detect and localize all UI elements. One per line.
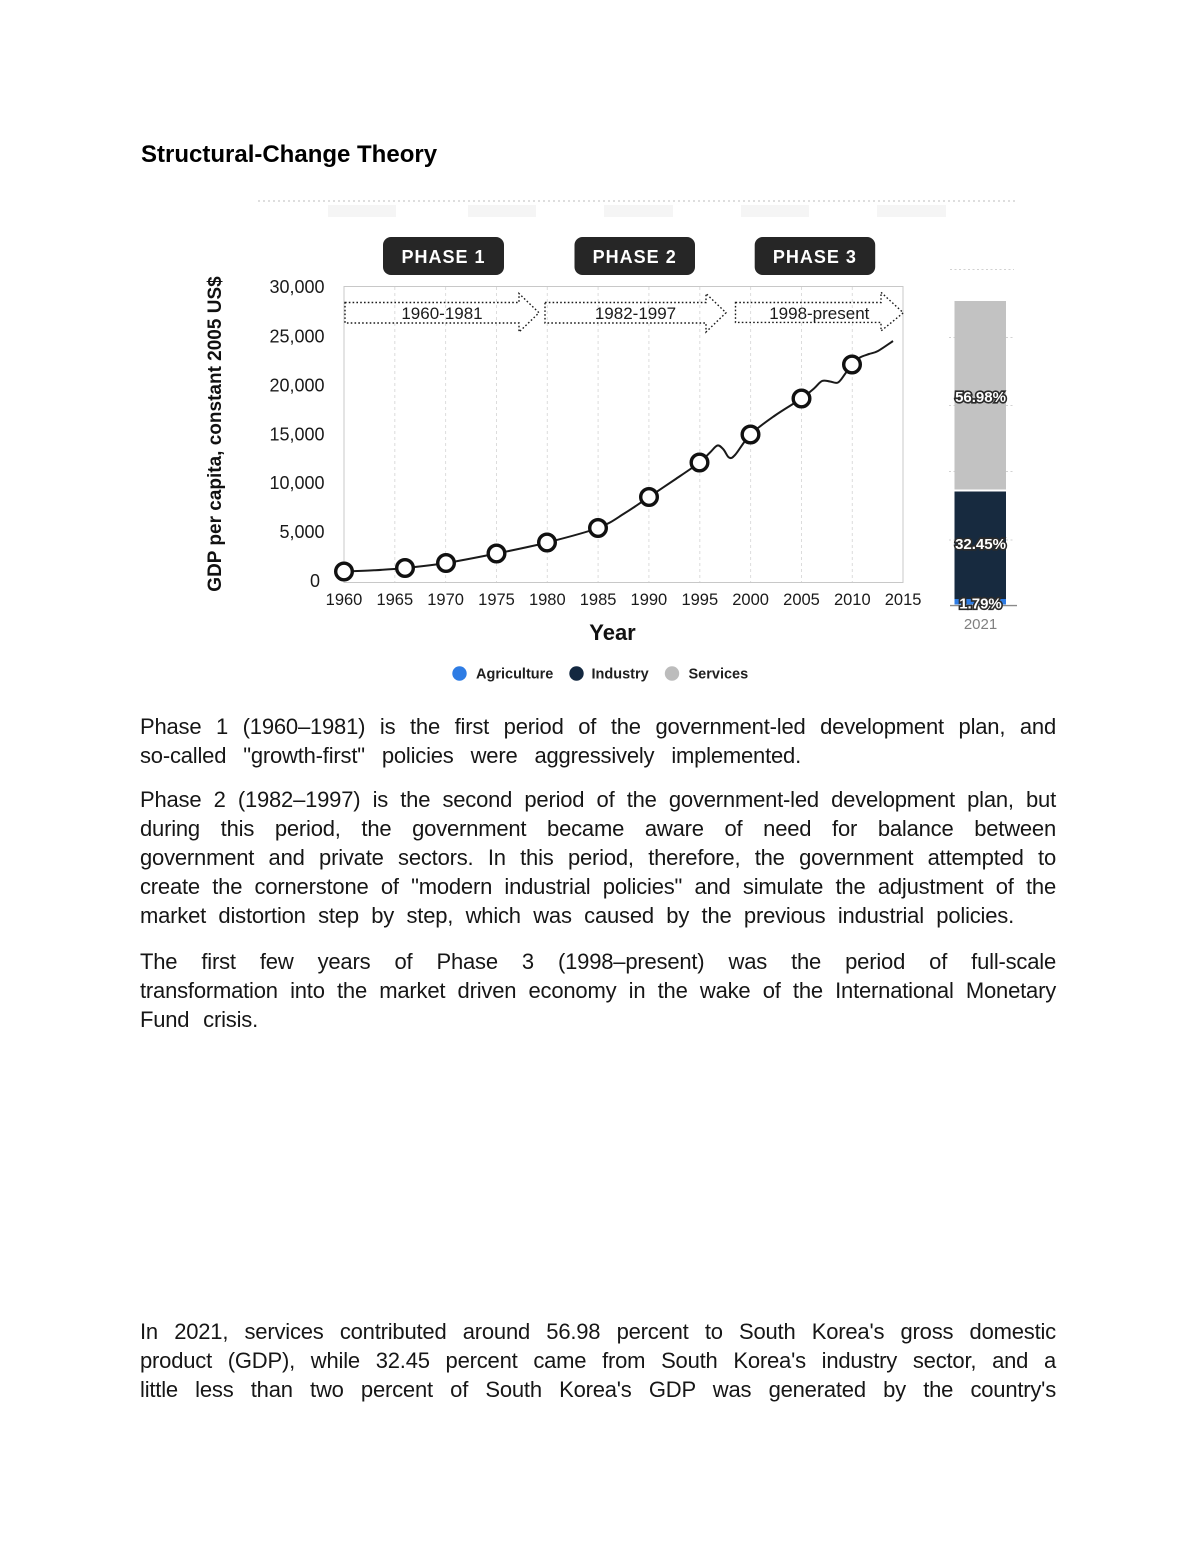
svg-text:GDP per capita, constant 2005: GDP per capita, constant 2005 US$ xyxy=(205,276,226,592)
svg-text:PHASE 1: PHASE 1 xyxy=(401,247,485,267)
svg-text:Agriculture: Agriculture xyxy=(476,667,553,683)
svg-text:1.79%: 1.79% xyxy=(959,596,1002,613)
svg-text:0: 0 xyxy=(310,571,320,591)
svg-text:32.45%: 32.45% xyxy=(955,536,1006,553)
svg-text:Industry: Industry xyxy=(592,667,649,683)
svg-text:1995: 1995 xyxy=(681,591,718,609)
svg-text:Services: Services xyxy=(689,667,749,683)
svg-text:2000: 2000 xyxy=(732,591,769,609)
svg-text:1970: 1970 xyxy=(427,591,464,609)
svg-text:15,000: 15,000 xyxy=(269,425,324,445)
svg-text:56.98%: 56.98% xyxy=(955,389,1006,406)
svg-text:2010: 2010 xyxy=(834,591,871,609)
svg-text:1965: 1965 xyxy=(376,591,413,609)
svg-text:30,000: 30,000 xyxy=(269,277,324,297)
svg-text:1985: 1985 xyxy=(580,591,617,609)
svg-text:Year: Year xyxy=(589,620,636,645)
svg-text:1990: 1990 xyxy=(631,591,668,609)
svg-text:1960: 1960 xyxy=(326,591,363,609)
svg-text:PHASE 2: PHASE 2 xyxy=(593,247,677,267)
svg-text:10,000: 10,000 xyxy=(269,473,324,493)
svg-text:2015: 2015 xyxy=(885,591,922,609)
svg-text:25,000: 25,000 xyxy=(269,327,324,347)
svg-text:1960-1981: 1960-1981 xyxy=(401,304,482,323)
svg-text:1975: 1975 xyxy=(478,591,515,609)
svg-text:1980: 1980 xyxy=(529,591,566,609)
svg-text:2005: 2005 xyxy=(783,591,820,609)
svg-text:1982-1997: 1982-1997 xyxy=(595,304,676,323)
svg-text:2021: 2021 xyxy=(964,616,997,633)
svg-text:1998-present: 1998-present xyxy=(769,304,869,323)
svg-text:5,000: 5,000 xyxy=(279,522,324,542)
svg-text:20,000: 20,000 xyxy=(269,376,324,396)
svg-text:PHASE 3: PHASE 3 xyxy=(773,247,857,267)
